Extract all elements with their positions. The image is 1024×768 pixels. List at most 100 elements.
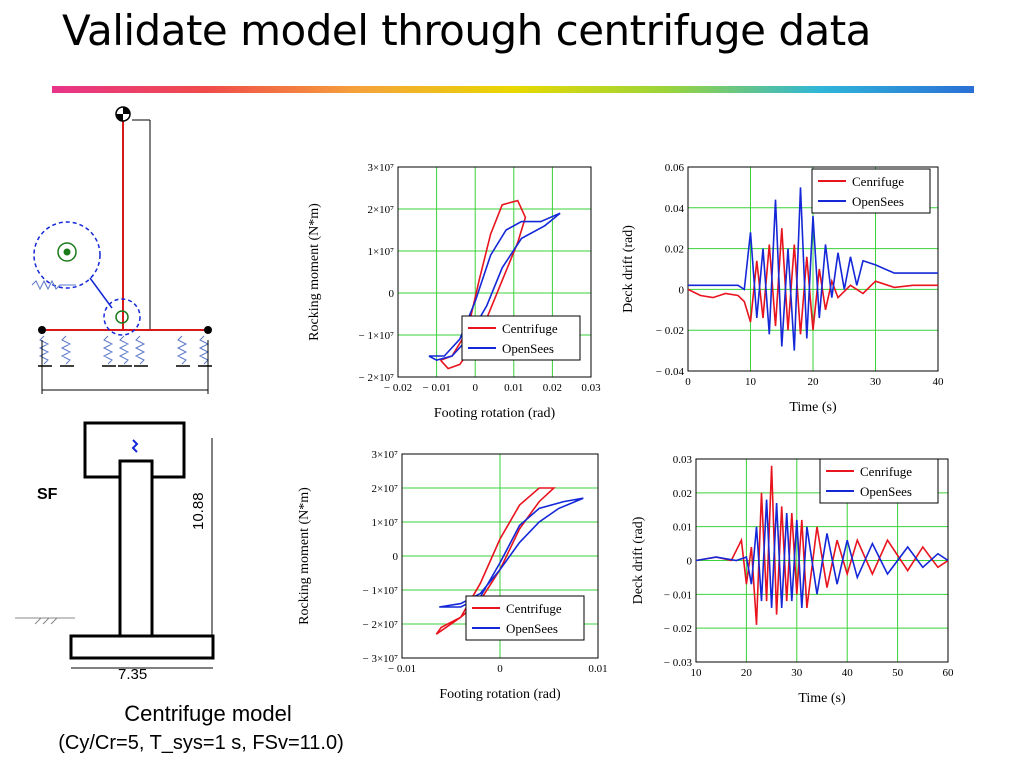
footing-node-right-icon: [204, 326, 212, 334]
legend-label: OpenSees: [506, 621, 558, 636]
legend-label: Cenrifuge: [852, 174, 904, 189]
numerical-model-diagram: [31, 106, 212, 394]
y-tick-label: 0: [679, 284, 685, 296]
zoom-leader-line: [89, 277, 113, 309]
series-line-blue: [688, 187, 938, 351]
y-tick-label: 3×10⁷: [367, 162, 394, 174]
legend-box: [461, 315, 581, 361]
x-tick-label: − 0.01: [388, 663, 416, 675]
y-tick-label: 2×10⁷: [367, 204, 394, 216]
accelerometer-icon: [131, 439, 139, 453]
y-tick-label: 0.02: [665, 244, 684, 256]
x-tick-label: 0.01: [588, 663, 607, 675]
x-tick-label: 0.01: [504, 382, 523, 394]
x-tick-label: 20: [808, 376, 820, 388]
y-tick-label: 1×10⁷: [371, 517, 398, 529]
centrifuge-model-sketch: [15, 421, 215, 669]
slide-title: Validate model through centrifuge data: [62, 6, 871, 55]
legend-label: OpenSees: [860, 484, 912, 499]
sf-label: SF: [37, 486, 58, 503]
x-tick-label: − 0.01: [422, 382, 450, 394]
x-tick-label: 30: [791, 667, 803, 679]
x-tick-label: 0.02: [543, 382, 562, 394]
x-tick-label: 40: [842, 667, 854, 679]
y-tick-label: 0: [393, 551, 399, 563]
legend-box: [811, 168, 931, 214]
deck-mass-fill-icon: [116, 107, 130, 121]
y-tick-label: − 2×10⁷: [363, 619, 399, 631]
y-tick-label: 0.04: [665, 203, 685, 215]
x-tick-label: 30: [870, 376, 882, 388]
y-tick-label: 2×10⁷: [371, 483, 398, 495]
plot-frame: [687, 166, 939, 372]
height-dimension-label: 10.88: [190, 492, 207, 530]
legend-box: [819, 458, 939, 504]
pier-column: [118, 459, 154, 639]
y-tick-label: − 1×10⁷: [363, 585, 399, 597]
y-axis-label: Deck drift (rad): [621, 225, 636, 313]
y-tick-label: − 0.04: [656, 366, 685, 378]
series-line-red: [435, 487, 556, 635]
y-tick-label: − 3×10⁷: [363, 653, 399, 665]
x-tick-label: 0: [497, 663, 503, 675]
y-tick-label: 0.02: [673, 488, 692, 500]
x-tick-label: 50: [892, 667, 904, 679]
y-axis-label: Deck drift (rad): [631, 516, 646, 604]
x-axis-label: Footing rotation (rad): [434, 406, 556, 421]
x-axis-label: Footing rotation (rad): [439, 687, 561, 702]
vertical-springs-icon: [38, 335, 210, 365]
x-tick-label: 40: [933, 376, 945, 388]
y-tick-label: − 1×10⁷: [359, 330, 395, 342]
x-tick-label: 0: [685, 376, 691, 388]
chart-drift-top: 0 10 20 30 40 − 0.04 − 0.02 0 0.02 0.04 0.06 Time (…: [621, 162, 945, 415]
y-tick-label: − 0.02: [664, 623, 692, 635]
zoom-circle-footing: [103, 298, 141, 336]
width-dimension-label: 7.35: [118, 666, 148, 683]
plot-frame: [397, 166, 592, 378]
x-tick-label: 10: [691, 667, 703, 679]
y-tick-label: 0.01: [673, 522, 692, 534]
y-tick-label: 0: [389, 288, 395, 300]
y-tick-label: 3×10⁷: [371, 449, 398, 461]
chart-hysteresis-top: − 0.02 − 0.01 0 0.01 0.02 0.03 − 2×10⁷ − 1×10⁷ 0…: [307, 162, 601, 421]
ground-hatch: [34, 617, 58, 625]
legend-label: Centrifuge: [502, 321, 558, 336]
series-line-red: [688, 228, 938, 335]
footing-spring-icon: [115, 310, 129, 324]
chart-drift-bottom: 10 20 30 40 50 60 − 0.03 − 0.02 − 0.01 0 0.01 0.02 0…: [631, 454, 955, 706]
footing-block: [69, 634, 215, 660]
y-axis-label: Rocking moment (N*m): [307, 203, 322, 341]
x-tick-label: 10: [745, 376, 757, 388]
caption-title: Centrifuge model: [124, 701, 292, 726]
rotational-spring-node-icon: [63, 248, 71, 256]
zoom-circle-rotational-spring: [33, 221, 101, 289]
footing-node-left-icon: [38, 326, 46, 334]
legend-box: [465, 595, 585, 641]
horizontal-spring-icon: [31, 279, 76, 291]
x-tick-label: 60: [943, 667, 955, 679]
x-tick-label: 20: [741, 667, 753, 679]
chart-hysteresis-bottom: − 0.01 0 0.01 − 3×10⁷ − 2×10⁷ − 1×10⁷ 0 1×10⁷ 2×…: [297, 449, 608, 702]
y-tick-label: 0.03: [673, 454, 693, 466]
legend-label: Cenrifuge: [860, 464, 912, 479]
series-line-blue: [439, 497, 584, 608]
y-tick-label: 0.06: [665, 162, 685, 174]
y-tick-label: − 2×10⁷: [359, 372, 395, 384]
legend-label: OpenSees: [502, 341, 554, 356]
y-tick-label: 0: [687, 556, 693, 568]
y-tick-label: 1×10⁷: [367, 246, 394, 258]
y-tick-label: − 0.02: [656, 325, 684, 337]
plot-frame: [401, 453, 599, 659]
legend-label: OpenSees: [852, 194, 904, 209]
x-tick-label: 0.03: [581, 382, 601, 394]
title-divider: [52, 86, 974, 93]
x-axis-label: Time (s): [798, 691, 846, 706]
series-line-blue: [696, 499, 948, 608]
x-tick-label: − 0.02: [384, 382, 412, 394]
legend-label: Centrifuge: [506, 601, 562, 616]
rotational-spring-icon: [57, 242, 77, 262]
y-axis-label: Rocking moment (N*m): [297, 487, 312, 625]
y-tick-label: − 0.01: [664, 589, 692, 601]
x-tick-label: 0: [472, 382, 478, 394]
caption-parameters: (Cy/Cr=5, T_sys=1 s, FSv=11.0): [58, 732, 344, 754]
